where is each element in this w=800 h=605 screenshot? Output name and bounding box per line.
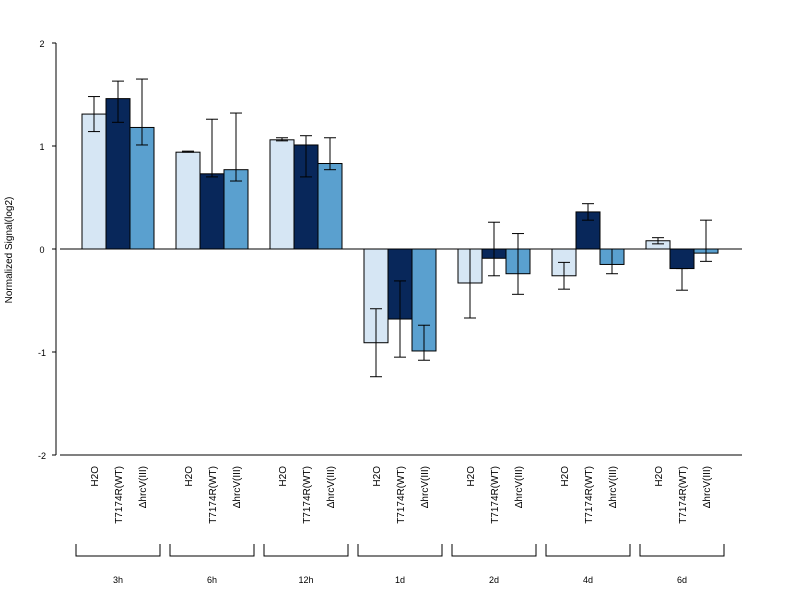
- bar-label: T7174R(WT): [678, 466, 689, 524]
- group-bracket: [451, 544, 537, 557]
- y-tick-label: -1: [38, 348, 46, 358]
- y-tick-label: 0: [39, 245, 44, 255]
- bar-label: T7174R(WT): [208, 466, 219, 524]
- bar: [129, 126, 155, 250]
- x-labels: H2O T7174R(WT) ΔhrcV(III) 3h H2O T7174R(WT) Δh…: [75, 466, 725, 585]
- y-axis: -2 -1 0 1 2: [38, 39, 742, 461]
- bar-label: H2O: [278, 466, 289, 487]
- group-label: 6d: [677, 575, 687, 585]
- bar-label: H2O: [372, 466, 383, 487]
- bar: [175, 151, 201, 250]
- group-label: 2d: [489, 575, 499, 585]
- bar-label: T7174R(WT): [302, 466, 313, 524]
- bar-label: ΔhrcV(III): [326, 466, 337, 508]
- group-bracket: [169, 544, 255, 557]
- y-tick-label: 1: [39, 142, 44, 152]
- y-axis-label: Normalized Signal(log2): [4, 197, 15, 304]
- y-tick-label: 2: [39, 39, 44, 49]
- bar-label: ΔhrcV(III): [514, 466, 525, 508]
- bar: [317, 163, 343, 250]
- group-bracket: [357, 544, 443, 557]
- group-bracket: [263, 544, 349, 557]
- bar-label: H2O: [654, 466, 665, 487]
- bar-label: ΔhrcV(III): [232, 466, 243, 508]
- bar-label: H2O: [184, 466, 195, 487]
- bar-label: T7174R(WT): [584, 466, 595, 524]
- bar: [269, 139, 295, 250]
- bar-label: H2O: [466, 466, 477, 487]
- bar: [81, 113, 107, 250]
- bar: [669, 248, 695, 270]
- error-bars: [88, 78, 712, 378]
- group-bracket: [639, 544, 725, 557]
- bar: [199, 173, 225, 250]
- bar: [223, 169, 249, 250]
- group-label: 1d: [395, 575, 405, 585]
- group-bracket: [545, 544, 631, 557]
- group-label: 12h: [298, 575, 313, 585]
- bar-label: H2O: [90, 466, 101, 487]
- bar-label: T7174R(WT): [396, 466, 407, 524]
- bar-label: T7174R(WT): [114, 466, 125, 524]
- group-label: 6h: [207, 575, 217, 585]
- group-bracket: [75, 544, 161, 557]
- bar-label: ΔhrcV(III): [138, 466, 149, 508]
- bar-label: ΔhrcV(III): [608, 466, 619, 508]
- group-label: 3h: [113, 575, 123, 585]
- bar-label: ΔhrcV(III): [702, 466, 713, 508]
- y-tick-label: -2: [38, 451, 46, 461]
- bar-label: T7174R(WT): [490, 466, 501, 524]
- group-label: 4d: [583, 575, 593, 585]
- bar-label: ΔhrcV(III): [420, 466, 431, 508]
- bar-label: H2O: [560, 466, 571, 487]
